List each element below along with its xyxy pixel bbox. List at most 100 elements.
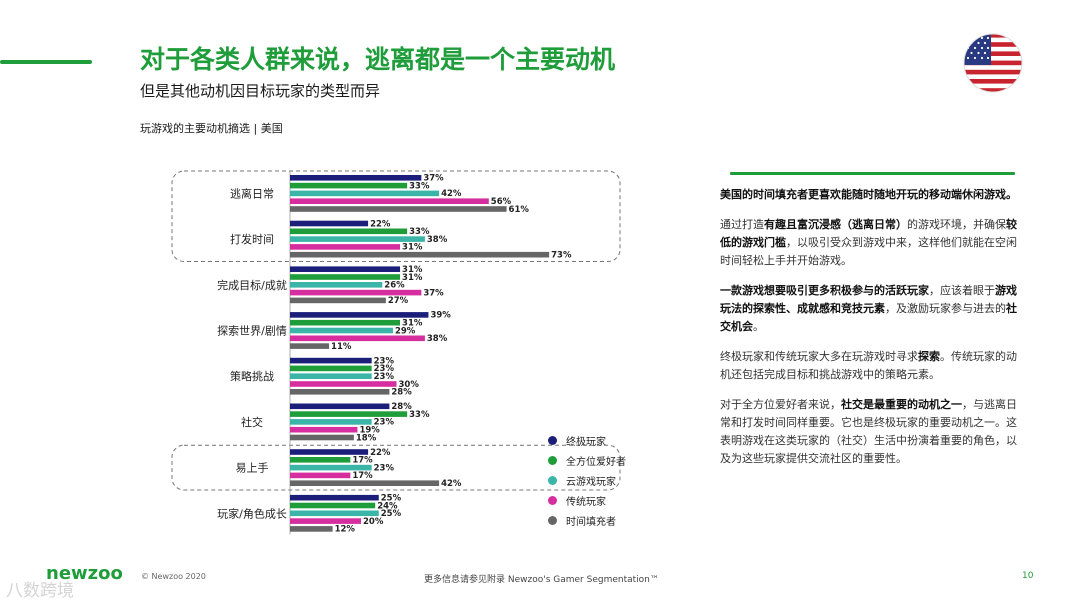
bar xyxy=(290,365,372,372)
legend-label: 云游戏玩家 xyxy=(566,476,616,488)
bar xyxy=(290,518,361,524)
bar xyxy=(290,251,550,258)
bar xyxy=(290,419,372,425)
chart-legend: 终极玩家 全方位爱好者 云游戏玩家 传统玩家 时间填充者 xyxy=(548,430,626,530)
bar xyxy=(290,464,372,471)
data-label: 73% xyxy=(551,251,572,261)
highlight-box xyxy=(171,170,621,262)
data-label: 33% xyxy=(409,227,430,237)
data-label: 33% xyxy=(409,181,430,191)
watermark: 八数跨境 xyxy=(6,581,74,601)
data-label: 38% xyxy=(427,334,448,344)
more-info-text: 更多信息请参见附录 Newzoo's Gamer Segmentation™ xyxy=(424,575,659,585)
notes-panel: 美国的时间填充者更喜欢能随时随地开玩的移动端休闲游戏。 通过打造有趣且富沉浸感（… xyxy=(720,186,1020,480)
notes-paragraph-1: 美国的时间填充者更喜欢能随时随地开玩的移动端休闲游戏。 xyxy=(720,188,1017,201)
bar xyxy=(290,480,440,486)
bar xyxy=(290,297,386,304)
legend-swatch xyxy=(548,435,557,445)
bar xyxy=(290,236,425,242)
data-label: 17% xyxy=(352,456,373,466)
legend-swatch xyxy=(548,475,557,485)
bar xyxy=(290,182,408,189)
page-subtitle: 但是其他动机因目标玩家的类型而异 xyxy=(140,82,381,100)
newzoo-logo: newzoo xyxy=(46,563,123,584)
data-label: 22% xyxy=(370,219,391,229)
bar xyxy=(290,502,376,509)
motivation-bar-chart: 逃离日常37%33%42%56%61%打发时间22%33%38%31%73%完成… xyxy=(171,170,621,535)
data-label: 56% xyxy=(491,197,512,207)
data-label: 23% xyxy=(374,364,395,374)
legend-swatch xyxy=(548,495,557,505)
category-label: 探索世界/剧情 xyxy=(217,324,287,338)
data-label: 31% xyxy=(402,319,423,329)
data-label: 39% xyxy=(430,311,451,321)
bar xyxy=(290,357,372,364)
category-label: 策略挑战 xyxy=(230,369,274,383)
bar xyxy=(290,274,401,280)
data-label: 31% xyxy=(402,265,423,275)
category-label: 打发时间 xyxy=(230,232,274,246)
legend-label: 传统玩家 xyxy=(566,496,606,508)
bar xyxy=(290,175,422,181)
category-label: 易上手 xyxy=(236,461,269,475)
bar xyxy=(290,494,379,501)
bar xyxy=(290,373,372,379)
bar xyxy=(290,389,390,395)
data-label: 28% xyxy=(391,388,412,398)
bar xyxy=(290,526,333,532)
bar xyxy=(290,472,351,479)
bar xyxy=(290,289,422,296)
bar xyxy=(290,282,383,288)
data-label: 19% xyxy=(359,426,380,436)
notes-divider xyxy=(730,172,1015,175)
data-label: 31% xyxy=(402,273,423,283)
bar xyxy=(290,457,351,463)
legend-item: 传统玩家 xyxy=(548,490,626,510)
bar xyxy=(290,319,401,326)
bar xyxy=(290,244,401,250)
us-flag-icon xyxy=(963,33,1023,93)
bar xyxy=(290,381,397,387)
legend-item: 云游戏玩家 xyxy=(548,470,626,490)
data-label: 12% xyxy=(335,525,356,535)
copyright-text: © Newzoo 2020 xyxy=(141,572,206,581)
data-label: 11% xyxy=(331,342,352,352)
title-accent-line xyxy=(0,60,92,64)
category-label: 逃离日常 xyxy=(230,186,274,200)
legend-label: 时间填充者 xyxy=(566,516,616,528)
page-title: 对于各类人群来说，逃离都是一个主要动机 xyxy=(140,45,616,74)
data-label: 42% xyxy=(441,189,462,199)
data-label: 33% xyxy=(409,410,430,420)
data-label: 25% xyxy=(381,494,402,504)
bar xyxy=(290,312,429,318)
legend-label: 终极玩家 xyxy=(566,436,606,448)
data-label: 23% xyxy=(374,463,395,473)
bar xyxy=(290,426,358,433)
bar xyxy=(290,335,425,342)
notes-paragraph-3: 一款游戏想要吸引更多积极参与的活跃玩家，应该着眼于游戏玩法的探索性、成就感和竞技… xyxy=(720,284,1017,333)
data-label: 23% xyxy=(374,372,395,382)
legend-item: 终极玩家 xyxy=(548,430,626,450)
legend-swatch xyxy=(548,515,557,525)
data-label: 26% xyxy=(384,281,405,291)
notes-paragraph-2: 通过打造有趣且富沉浸感（逃离日常）的游戏环境，并确保较低的游戏门槛，以吸引受众到… xyxy=(720,218,1017,267)
data-label: 37% xyxy=(423,288,444,298)
data-label: 61% xyxy=(509,205,530,215)
bar xyxy=(290,327,393,334)
data-label: 23% xyxy=(374,418,395,428)
data-label: 38% xyxy=(427,235,448,245)
chart-caption: 玩游戏的主要动机摘选 | 美国 xyxy=(140,122,283,135)
bar xyxy=(290,220,369,227)
legend-label: 全方位爱好者 xyxy=(566,456,626,468)
data-label: 37% xyxy=(423,174,444,184)
data-label: 31% xyxy=(402,243,423,253)
bar xyxy=(290,266,401,272)
data-label: 27% xyxy=(388,296,409,306)
highlight-box xyxy=(171,444,621,491)
page-number: 10 xyxy=(1022,571,1034,581)
bar xyxy=(290,343,330,349)
data-label: 25% xyxy=(381,509,402,519)
bar xyxy=(290,434,354,441)
data-label: 24% xyxy=(377,501,398,511)
bar xyxy=(290,198,489,204)
